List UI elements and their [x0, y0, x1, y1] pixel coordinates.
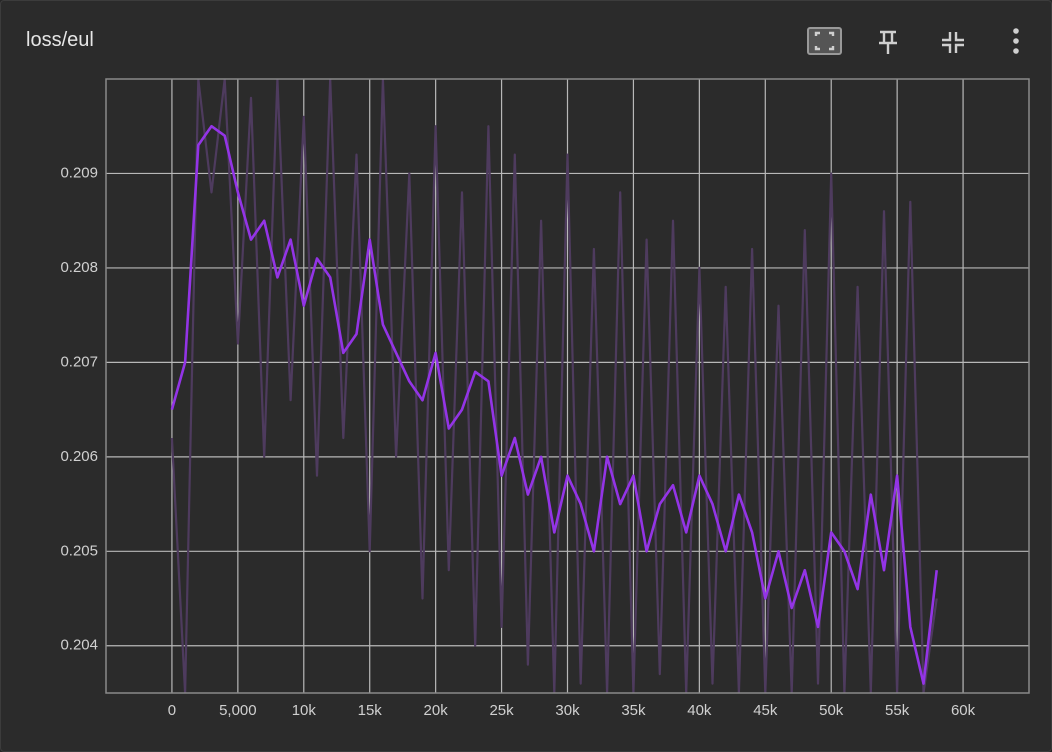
x-tick-label: 40k	[687, 702, 712, 719]
y-tick-label: 0.207	[60, 353, 98, 370]
x-tick-label: 45k	[753, 702, 778, 719]
y-tick-label: 0.208	[60, 259, 98, 276]
collapse-button[interactable]	[942, 32, 964, 53]
x-tick-label: 0	[168, 702, 176, 719]
x-tick-label: 20k	[424, 702, 449, 719]
x-tick-label: 35k	[621, 702, 646, 719]
x-tick-label: 10k	[292, 702, 317, 719]
plot-area	[170, 79, 938, 693]
y-tick-label: 0.204	[60, 637, 98, 654]
x-tick-label: 50k	[819, 702, 844, 719]
y-tick-label: 0.209	[60, 164, 98, 181]
x-tick-label: 60k	[951, 702, 976, 719]
pin-button[interactable]	[879, 30, 897, 54]
menu-button[interactable]	[1013, 28, 1019, 54]
card-title: loss/eul	[26, 29, 94, 51]
x-tick-label: 25k	[489, 702, 514, 719]
fit-button[interactable]	[807, 27, 842, 55]
series-line	[170, 79, 938, 693]
x-tick-label: 5,000	[219, 702, 257, 719]
x-tick-label: 15k	[358, 702, 383, 719]
x-tick-label: 55k	[885, 702, 910, 719]
series-line	[170, 124, 938, 685]
axis-labels: 0.204 0.205 0.206 0.207 0.208 0.209 0 5,000 10k 1…	[60, 164, 975, 719]
y-tick-label: 0.205	[60, 542, 98, 559]
y-tick-label: 0.206	[60, 448, 98, 465]
x-tick-label: 30k	[555, 702, 580, 719]
plot-border	[105, 78, 1030, 694]
